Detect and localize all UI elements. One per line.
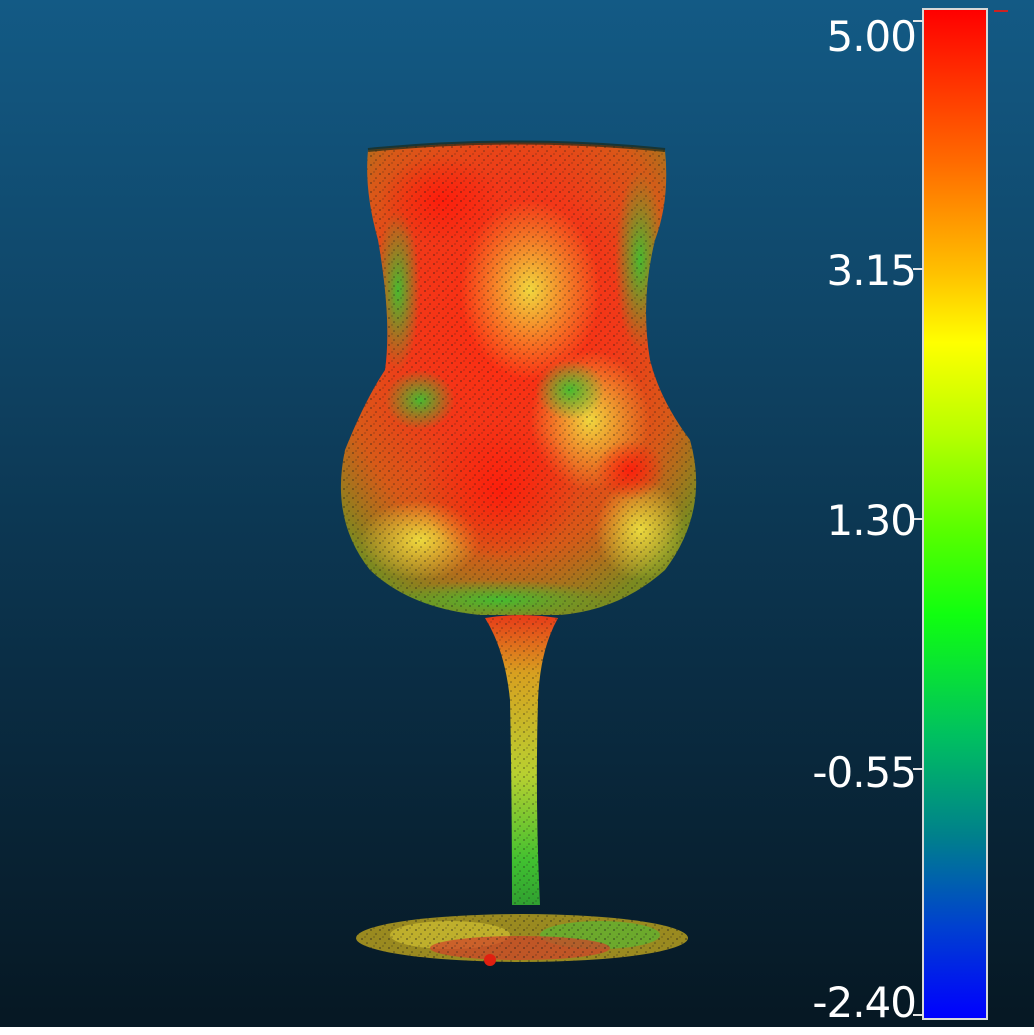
scale-tick <box>913 20 923 22</box>
scale-label-mid: 1.30 <box>826 496 917 545</box>
scale-corner-marker <box>994 10 1008 18</box>
scale-label-min: -2.40 <box>812 978 917 1027</box>
scale-label-lower: -0.55 <box>812 748 917 797</box>
scale-label-max: 5.00 <box>826 12 917 61</box>
scale-label-upper: 3.15 <box>826 246 917 295</box>
scale-tick <box>913 518 923 520</box>
scale-tick <box>913 1014 923 1016</box>
scale-tick <box>913 768 923 770</box>
color-scale-bar <box>922 8 988 1020</box>
scale-tick <box>913 268 923 270</box>
